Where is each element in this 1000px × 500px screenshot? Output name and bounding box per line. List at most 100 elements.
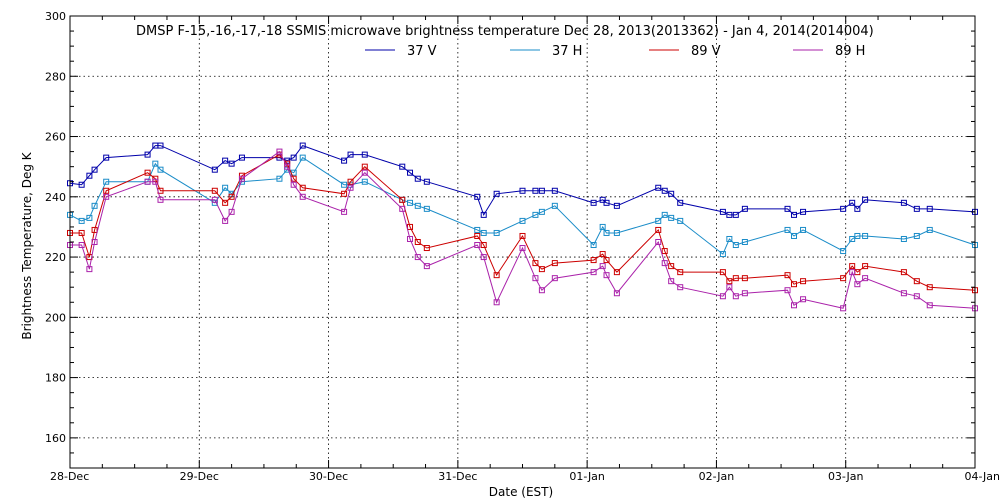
data-point — [493, 272, 500, 279]
data-point — [86, 172, 93, 179]
data-point — [854, 281, 861, 288]
data-point — [144, 178, 151, 185]
legend-item: 37 H — [510, 44, 582, 59]
y-tick-label: 200 — [45, 311, 66, 324]
data-point — [603, 229, 610, 236]
data-point — [407, 199, 414, 206]
data-point — [157, 166, 164, 173]
data-point — [590, 242, 597, 249]
x-tick-label: 31-Dec — [438, 470, 477, 483]
series-37-h — [67, 154, 978, 258]
data-point — [228, 193, 235, 200]
data-point — [800, 226, 807, 233]
series-89-h — [67, 148, 978, 312]
data-point — [849, 269, 856, 276]
legend-label: 37 V — [407, 44, 437, 59]
data-point — [791, 211, 797, 218]
data-point — [228, 208, 235, 215]
data-point — [532, 275, 539, 282]
data-point — [519, 187, 526, 194]
data-point — [532, 260, 539, 267]
data-point — [862, 275, 869, 282]
data-point — [613, 202, 620, 209]
data-point — [668, 263, 675, 270]
data-point — [538, 287, 545, 294]
data-point — [238, 154, 245, 161]
data-point — [784, 272, 791, 279]
data-point — [599, 263, 606, 270]
data-point — [361, 163, 368, 170]
data-point — [913, 205, 920, 212]
data-point — [480, 229, 487, 236]
data-point — [299, 154, 306, 161]
data-point — [222, 157, 229, 164]
data-point — [144, 169, 151, 176]
data-point — [926, 284, 933, 291]
data-point — [519, 245, 526, 252]
data-point — [613, 229, 620, 236]
data-point — [538, 187, 545, 194]
x-tick-label: 28-Dec — [50, 470, 89, 483]
data-point — [800, 278, 807, 285]
data-point — [900, 269, 907, 276]
data-point — [840, 305, 847, 312]
data-point — [211, 187, 218, 194]
data-point — [726, 278, 733, 285]
data-point — [900, 199, 907, 206]
data-point — [668, 278, 675, 285]
data-point — [791, 281, 797, 288]
data-point — [299, 142, 306, 149]
data-point — [493, 229, 500, 236]
data-point — [732, 211, 739, 218]
data-point — [222, 199, 229, 206]
data-point — [284, 163, 291, 170]
data-point — [91, 202, 98, 209]
data-point — [152, 160, 159, 167]
data-point — [849, 199, 856, 206]
data-point — [741, 275, 748, 282]
data-point — [551, 187, 558, 194]
data-point — [784, 205, 791, 212]
data-point — [103, 154, 110, 161]
data-point — [299, 184, 306, 191]
data-point — [900, 235, 907, 242]
data-point — [341, 157, 348, 164]
data-point — [78, 181, 85, 188]
data-point — [493, 190, 500, 197]
data-point — [661, 248, 668, 255]
data-point — [86, 214, 93, 221]
data-point — [78, 217, 85, 224]
data-point — [144, 151, 151, 158]
data-point — [551, 202, 558, 209]
data-point — [913, 293, 920, 300]
axis-tick-labels: 160 180 200 220 240 260 280 300 28-Dec 29-Dec 30-D… — [45, 10, 1000, 483]
data-point — [474, 242, 481, 249]
series-line — [70, 150, 976, 309]
data-point — [655, 184, 662, 191]
x-tick-label: 01-Jan — [569, 470, 605, 483]
data-point — [414, 239, 421, 245]
legend-item: 89 H — [793, 44, 865, 59]
data-point — [222, 184, 229, 191]
data-point — [791, 232, 797, 239]
y-tick-label: 280 — [45, 70, 66, 83]
series-line — [70, 153, 976, 291]
data-point — [661, 211, 668, 218]
x-tick-label: 29-Dec — [180, 470, 219, 483]
data-point — [741, 290, 748, 297]
data-point — [599, 196, 606, 203]
data-point — [78, 229, 85, 236]
series-37-v — [67, 142, 978, 218]
data-point — [532, 211, 539, 218]
data-point — [854, 205, 861, 212]
data-point — [474, 193, 481, 200]
data-point — [423, 178, 430, 185]
legend-item: 89 V — [649, 44, 721, 59]
data-point — [732, 275, 739, 282]
y-tick-label: 220 — [45, 251, 66, 264]
data-point — [849, 263, 856, 270]
data-point — [347, 178, 354, 185]
data-point — [238, 175, 245, 182]
data-point — [590, 257, 597, 264]
